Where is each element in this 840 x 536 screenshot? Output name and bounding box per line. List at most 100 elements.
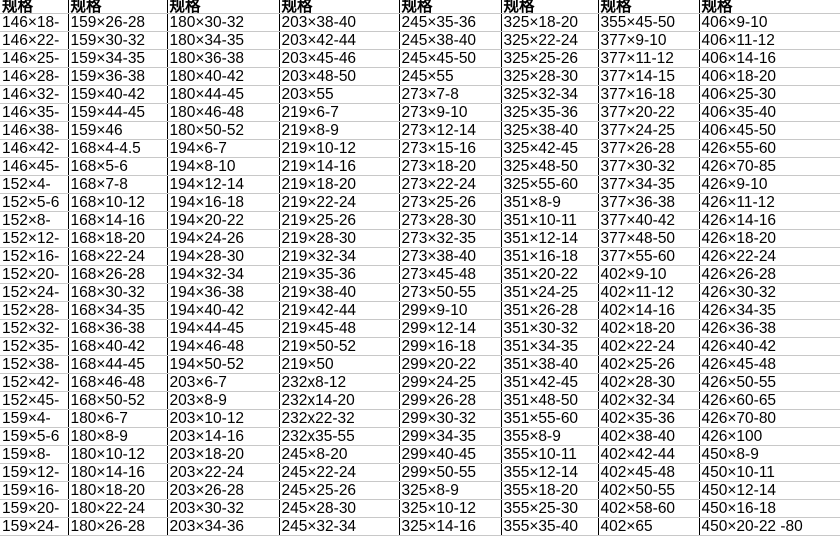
table-cell: 351×34-35 bbox=[500, 337, 598, 356]
table-cell: 146×25- bbox=[0, 49, 68, 68]
header-cell: 规格 bbox=[398, 0, 501, 14]
table-cell: 219×6-7 bbox=[278, 103, 399, 122]
table-cell: 180×30-32 bbox=[166, 13, 279, 32]
header-cell: 规格 bbox=[166, 0, 279, 14]
table-cell: 299×30-32 bbox=[398, 409, 501, 428]
table-cell: 180×10-12 bbox=[67, 445, 167, 464]
table-cell: 219×8-9 bbox=[278, 121, 399, 140]
table-cell: 351×38-40 bbox=[500, 355, 598, 374]
table-cell: 377×40-42 bbox=[597, 211, 699, 230]
table-cell: 426×50-55 bbox=[698, 373, 840, 392]
table-cell: 325×10-12 bbox=[398, 499, 501, 518]
table-cell: 168×26-28 bbox=[67, 265, 167, 284]
header-cell: 规格 bbox=[0, 0, 68, 14]
table-cell: 325×25-26 bbox=[500, 49, 598, 68]
table-cell: 146×35- bbox=[0, 103, 68, 122]
table-row: 152×24- 168×30-32 194×36-38 219×38-40 273×50… bbox=[0, 283, 840, 302]
table-cell: 406×35-40 bbox=[698, 103, 840, 122]
table-cell: 325×14-16 bbox=[398, 517, 501, 536]
table-cell: 168×34-35 bbox=[67, 301, 167, 320]
table-cell: 426×30-32 bbox=[698, 283, 840, 302]
table-cell: 245×38-40 bbox=[398, 31, 501, 50]
table-cell: 450×10-11 bbox=[698, 463, 840, 482]
table-cell: 406×9-10 bbox=[698, 13, 840, 32]
table-row: 152×4- 168×7-8 194×12-14 219×18-20 273×22-24… bbox=[0, 175, 840, 194]
table-cell: 203×22-24 bbox=[166, 463, 279, 482]
table-cell: 402×22-24 bbox=[597, 337, 699, 356]
table-cell: 203×30-32 bbox=[166, 499, 279, 518]
table-cell: 245×8-20 bbox=[278, 445, 399, 464]
table-cell: 245×22-24 bbox=[278, 463, 399, 482]
table-row: 146×18- 159×26-28 180×30-32 203×38-40 245×35… bbox=[0, 13, 840, 32]
table-cell: 245×28-30 bbox=[278, 499, 399, 518]
table-cell: 159×24- bbox=[0, 517, 68, 536]
table-cell: 426×100 bbox=[698, 427, 840, 446]
table-row: 159×24- 180×26-28 203×34-36 245×32-34 325×14… bbox=[0, 517, 840, 536]
table-cell: 377×36-38 bbox=[597, 193, 699, 212]
table-row: 159×20- 180×22-24 203×30-32 245×28-30 325×10… bbox=[0, 499, 840, 518]
table-cell: 168×7-8 bbox=[67, 175, 167, 194]
table-cell: 219×10-12 bbox=[278, 139, 399, 158]
table-cell: 377×14-15 bbox=[597, 67, 699, 86]
table-cell: 402×65 bbox=[597, 517, 699, 536]
table-cell: 168×14-16 bbox=[67, 211, 167, 230]
table-cell: 152×28- bbox=[0, 301, 68, 320]
table-cell: 194×16-18 bbox=[166, 193, 279, 212]
table-row: 152×35- 168×40-42 194×46-48 219×50-52 299×16… bbox=[0, 337, 840, 356]
table-cell: 426×36-38 bbox=[698, 319, 840, 338]
table-cell: 168×30-32 bbox=[67, 283, 167, 302]
table-cell: 180×8-9 bbox=[67, 427, 167, 446]
table-cell: 168×10-12 bbox=[67, 193, 167, 212]
table-cell: 351×16-18 bbox=[500, 247, 598, 266]
table-cell: 180×14-16 bbox=[67, 463, 167, 482]
table-row: 152×42- 168×46-48 203×6-7 232x8-12 299×24-25… bbox=[0, 373, 840, 392]
table-cell: 219×14-16 bbox=[278, 157, 399, 176]
table-cell: 168×18-20 bbox=[67, 229, 167, 248]
table-cell: 402×18-20 bbox=[597, 319, 699, 338]
header-row: 规格 规格 规格 规格 规格 规格 规格 规格 bbox=[0, 0, 840, 14]
table-cell: 194×8-10 bbox=[166, 157, 279, 176]
table-cell: 377×48-50 bbox=[597, 229, 699, 248]
table-row: 159×8- 180×10-12 203×18-20 245×8-20 299×40-4… bbox=[0, 445, 840, 464]
header-cell: 规格 bbox=[500, 0, 598, 14]
table-cell: 152×12- bbox=[0, 229, 68, 248]
table-cell: 159×40-42 bbox=[67, 85, 167, 104]
table-cell: 426×40-42 bbox=[698, 337, 840, 356]
table-row: 152×38- 168×44-45 194×50-52 219×50 299×20-22… bbox=[0, 355, 840, 374]
table-cell: 152×16- bbox=[0, 247, 68, 266]
table-cell: 325×55-60 bbox=[500, 175, 598, 194]
table-cell: 159×44-45 bbox=[67, 103, 167, 122]
table-cell: 273×28-30 bbox=[398, 211, 501, 230]
table-cell: 203×10-12 bbox=[166, 409, 279, 428]
table-cell: 402×32-34 bbox=[597, 391, 699, 410]
table-cell: 194×44-45 bbox=[166, 319, 279, 338]
table-row: 146×25- 159×34-35 180×36-38 203×45-46 245×45… bbox=[0, 49, 840, 68]
table-cell: 203×45-46 bbox=[278, 49, 399, 68]
table-cell: 168×46-48 bbox=[67, 373, 167, 392]
table-cell: 219×18-20 bbox=[278, 175, 399, 194]
table-row: 146×32- 159×40-42 180×44-45 203×55 273×7-8 32… bbox=[0, 85, 840, 104]
table-cell: 152×4- bbox=[0, 175, 68, 194]
table-cell: 168×36-38 bbox=[67, 319, 167, 338]
table-cell: 180×18-20 bbox=[67, 481, 167, 500]
table-cell: 355×18-20 bbox=[500, 481, 598, 500]
table-cell: 194×50-52 bbox=[166, 355, 279, 374]
table-cell: 159×20- bbox=[0, 499, 68, 518]
table-cell: 426×55-60 bbox=[698, 139, 840, 158]
table-cell: 152×42- bbox=[0, 373, 68, 392]
table-row: 152×16- 168×22-24 194×28-30 219×32-34 273×38… bbox=[0, 247, 840, 266]
table-cell: 406×18-20 bbox=[698, 67, 840, 86]
table-cell: 325×22-24 bbox=[500, 31, 598, 50]
table-cell: 402×50-55 bbox=[597, 481, 699, 500]
table-cell: 146×18- bbox=[0, 13, 68, 32]
table-cell: 426×14-16 bbox=[698, 211, 840, 230]
table-cell: 355×25-30 bbox=[500, 499, 598, 518]
table-cell: 219×35-36 bbox=[278, 265, 399, 284]
table-cell: 194×46-48 bbox=[166, 337, 279, 356]
table-cell: 355×35-40 bbox=[500, 517, 598, 536]
table-cell: 299×50-55 bbox=[398, 463, 501, 482]
table-cell: 203×26-28 bbox=[166, 481, 279, 500]
table-cell: 325×38-40 bbox=[500, 121, 598, 140]
table-cell: 377×30-32 bbox=[597, 157, 699, 176]
table-cell: 159×5-6 bbox=[0, 427, 68, 446]
